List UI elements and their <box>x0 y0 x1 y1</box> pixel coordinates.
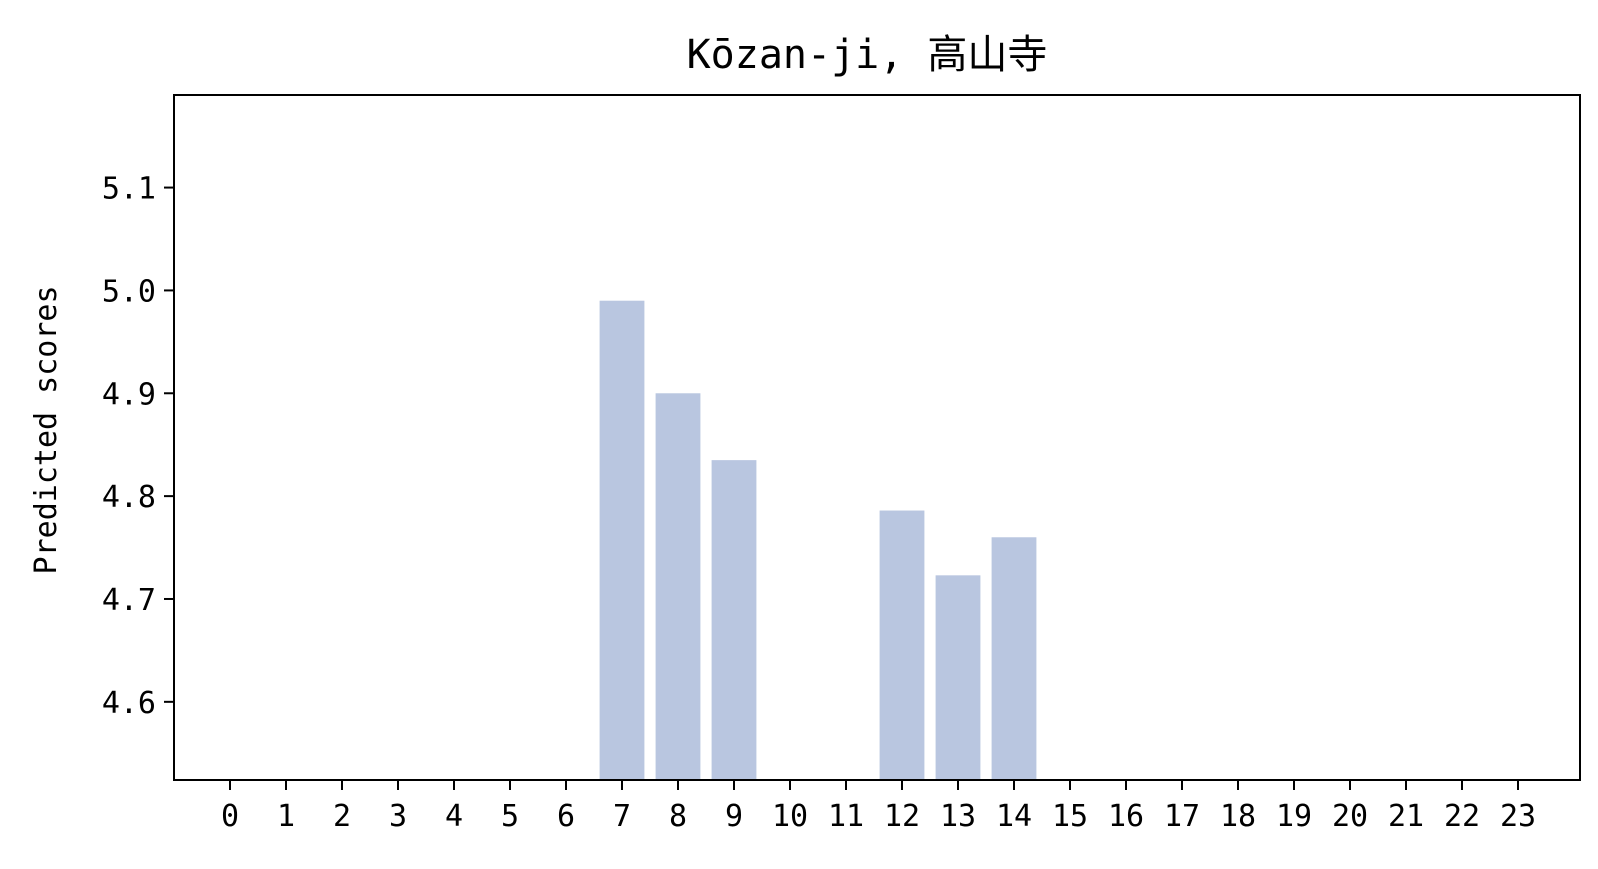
x-tick-label: 1 <box>277 799 295 834</box>
bar-7 <box>599 300 645 780</box>
x-tick-label: 21 <box>1388 799 1424 834</box>
x-tick-label: 17 <box>1164 799 1200 834</box>
y-tick-label: 4.8 <box>102 480 156 515</box>
bar-9 <box>711 460 757 780</box>
bars-group <box>599 300 1037 780</box>
y-axis: 4.6 4.7 4.8 4.9 5.0 5.1 <box>102 172 174 721</box>
bar-13 <box>935 575 981 780</box>
y-tick-label: 4.6 <box>102 686 156 721</box>
x-tick-label: 23 <box>1500 799 1536 834</box>
x-tick-label: 18 <box>1220 799 1256 834</box>
x-tick-label: 22 <box>1444 799 1480 834</box>
chart-title: Kōzan-ji, 高山寺 <box>687 32 1048 78</box>
x-tick-label: 15 <box>1052 799 1088 834</box>
y-tick-label: 4.9 <box>102 377 156 412</box>
x-tick-label: 7 <box>613 799 631 834</box>
x-tick-label: 14 <box>996 799 1032 834</box>
x-tick-label: 16 <box>1108 799 1144 834</box>
y-tick-label: 5.1 <box>102 172 156 207</box>
x-tick-label: 10 <box>772 799 808 834</box>
plot-frame <box>173 94 1581 781</box>
x-tick-label: 19 <box>1276 799 1312 834</box>
x-tick-label: 8 <box>669 799 687 834</box>
x-tick-label: 6 <box>557 799 575 834</box>
x-tick-label: 13 <box>940 799 976 834</box>
x-tick-label: 2 <box>333 799 351 834</box>
bar-12 <box>879 510 925 780</box>
x-tick-label: 12 <box>884 799 920 834</box>
x-tick-label: 3 <box>389 799 407 834</box>
x-tick-label: 9 <box>725 799 743 834</box>
x-tick-label: 4 <box>445 799 463 834</box>
bar-8 <box>655 393 701 780</box>
y-tick-label: 4.7 <box>102 583 156 618</box>
bar-14 <box>991 537 1037 780</box>
x-tick-label: 5 <box>501 799 519 834</box>
y-axis-label: Predicted scores <box>29 286 64 575</box>
y-tick-label: 5.0 <box>102 274 156 309</box>
x-tick-label: 20 <box>1332 799 1368 834</box>
x-tick-label: 11 <box>828 799 864 834</box>
x-axis: 0 1 2 3 4 5 6 7 8 9 10 11 12 13 14 15 16 17 18 19 20 21 22 23 <box>221 780 1536 834</box>
x-tick-label: 0 <box>221 799 239 834</box>
